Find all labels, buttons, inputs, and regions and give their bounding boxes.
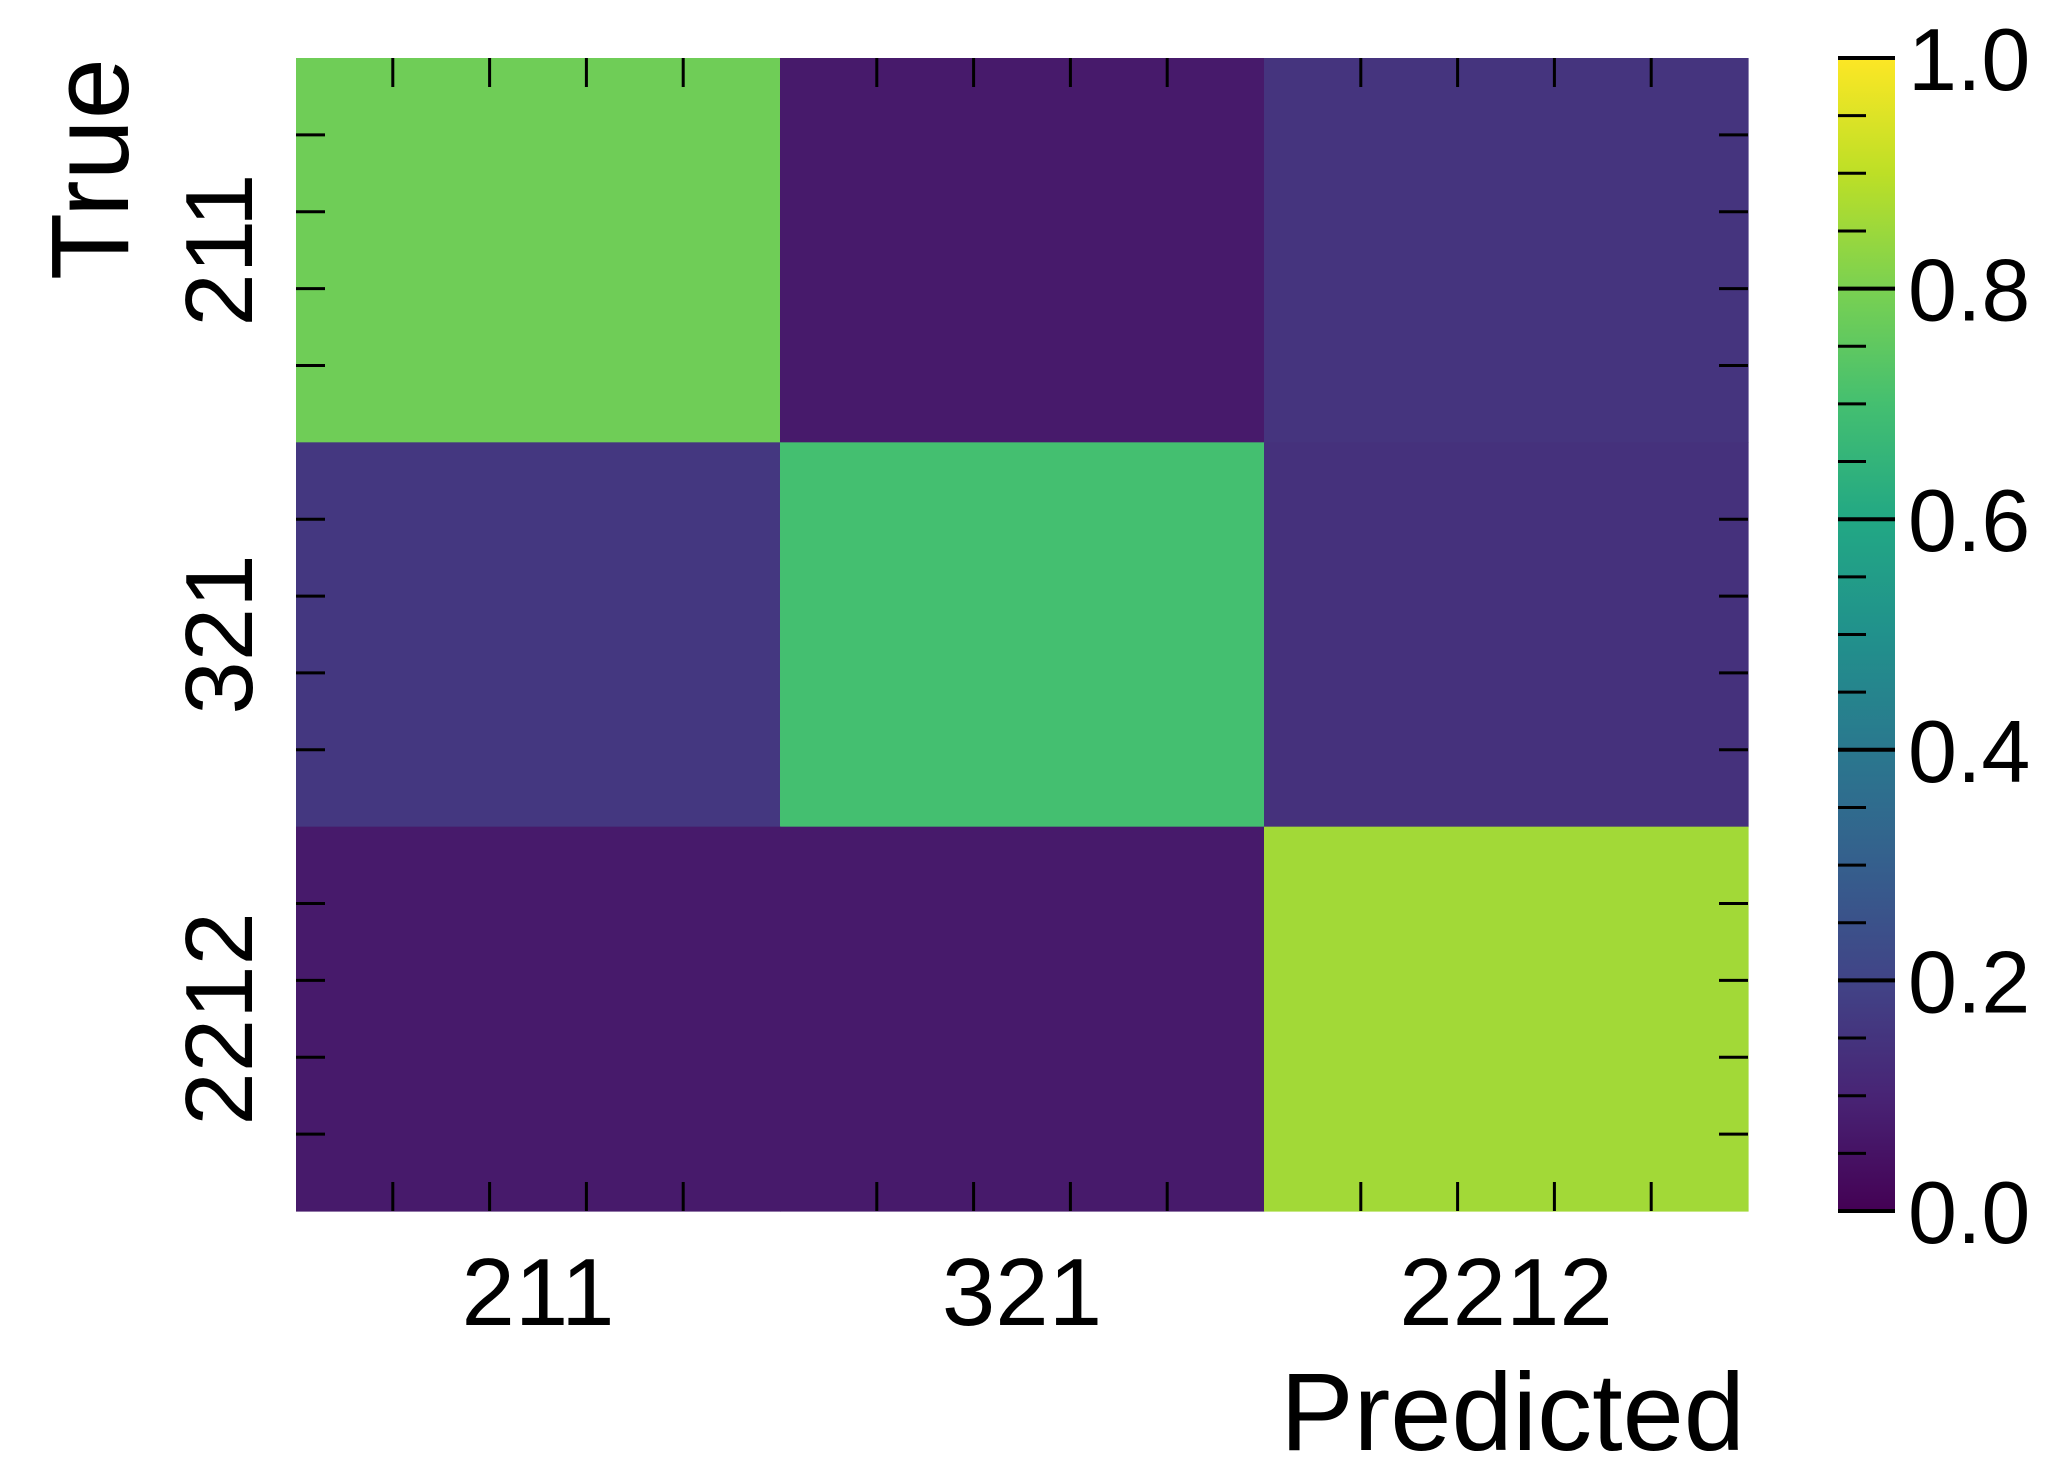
y-tick-labels: 211 321 2212 [166, 174, 273, 1126]
y-tick-label: 2212 [166, 912, 273, 1126]
x-tick-label: 211 [461, 1239, 614, 1346]
heatmap-cell-2-1 [780, 827, 1265, 1212]
colorbar-tick-label: 1.0 [1908, 10, 2030, 109]
colorbar-tick-label: 0.8 [1908, 241, 2030, 340]
heatmap-cell-0-0 [296, 58, 781, 443]
heatmap-cell-2-2 [1264, 827, 1749, 1212]
x-tick-label: 321 [942, 1239, 1102, 1346]
x-axis-label: Predicted [1280, 1351, 1745, 1470]
y-tick-label: 321 [166, 554, 273, 714]
heatmap-cell-1-2 [1264, 442, 1749, 827]
y-axis-label: True [29, 58, 152, 280]
x-tick-label: 2212 [1399, 1239, 1613, 1346]
heatmap-cell-2-0 [296, 827, 781, 1212]
heatmap-cell-0-1 [780, 58, 1265, 443]
y-tick-label: 211 [166, 174, 273, 327]
heatmap-cell-0-2 [1264, 58, 1749, 443]
heatmap-cell-1-1 [780, 442, 1265, 827]
heatmap-cell-1-0 [296, 442, 781, 827]
x-tick-labels: 211 321 2212 [461, 1239, 1612, 1346]
colorbar-tick-label: 0.6 [1908, 471, 2030, 570]
colorbar-tick-label: 0.2 [1908, 932, 2030, 1031]
colorbar-tick-label: 0.4 [1908, 702, 2030, 801]
colorbar-tick-label: 0.0 [1908, 1163, 2030, 1262]
heatmap-cells [296, 58, 1749, 1212]
